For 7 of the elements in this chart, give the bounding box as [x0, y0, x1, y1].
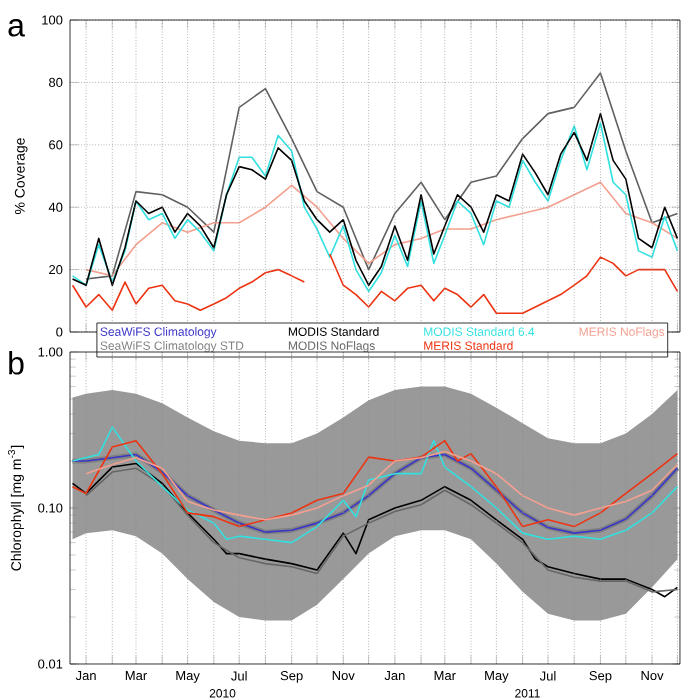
chart-title: b	[9, 351, 24, 375]
line-series	[71, 439, 679, 528]
chart-title: a	[8, 19, 25, 37]
line-series	[85, 181, 679, 277]
line-series	[85, 72, 679, 280]
line-series	[71, 426, 679, 544]
line-series	[85, 450, 679, 521]
